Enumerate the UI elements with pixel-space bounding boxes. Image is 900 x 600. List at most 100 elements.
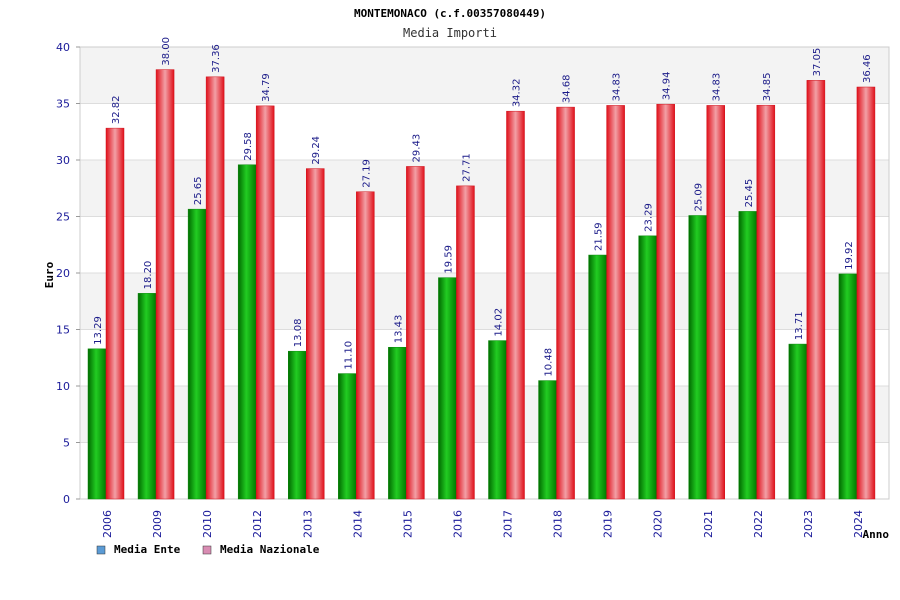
bar-labels: 13.29 32.82 18.20 38.00 25.65 37.36 29.58 34.79… bbox=[93, 37, 873, 377]
x-tick-label-2020: 2020 bbox=[652, 510, 665, 538]
y-tick-label: 20 bbox=[56, 267, 70, 280]
x-tick-label-2024: 2024 bbox=[852, 510, 865, 538]
bar-media-nazionale-2009 bbox=[155, 69, 175, 500]
x-tick-label-2022: 2022 bbox=[752, 510, 765, 538]
bar-media-ente-2022 bbox=[738, 211, 758, 500]
chart-subtitle: Media Importi bbox=[403, 26, 497, 40]
chart-title: MONTEMONACO (c.f.00357080449) bbox=[354, 7, 546, 20]
bar-media-ente-2010 bbox=[187, 208, 207, 500]
y-tick-label: 35 bbox=[56, 98, 70, 111]
bar-label-media-nazionale-2015: 29.43 bbox=[411, 134, 422, 163]
bar-media-ente-2015 bbox=[388, 346, 407, 500]
bar-media-ente-2021 bbox=[688, 215, 707, 500]
bar-label-media-ente-2022: 25.45 bbox=[744, 179, 755, 208]
bar-label-media-nazionale-2024: 36.46 bbox=[862, 54, 873, 83]
bar-media-nazionale-2018 bbox=[556, 106, 575, 500]
legend: Media Ente Media Nazionale bbox=[96, 543, 320, 556]
bar-label-media-nazionale-2019: 34.83 bbox=[612, 73, 623, 102]
bar-label-media-nazionale-2022: 34.85 bbox=[762, 73, 773, 102]
bar-label-media-ente-2009: 18.20 bbox=[143, 261, 154, 290]
bar-media-nazionale-2021 bbox=[706, 105, 725, 500]
x-tick-label-2006: 2006 bbox=[101, 510, 114, 538]
x-tick-label-2019: 2019 bbox=[602, 510, 615, 538]
bar-media-ente-2024 bbox=[838, 273, 858, 500]
bar-label-media-nazionale-2023: 37.05 bbox=[812, 48, 823, 77]
bar-media-ente-2020 bbox=[638, 235, 657, 500]
bar-label-media-ente-2018: 10.48 bbox=[544, 348, 555, 377]
bar-label-media-nazionale-2016: 27.71 bbox=[461, 153, 472, 182]
bar-label-media-ente-2023: 13.71 bbox=[794, 311, 805, 340]
bar-media-ente-2023 bbox=[788, 343, 808, 500]
x-tick-label-2023: 2023 bbox=[802, 510, 815, 538]
bar-media-nazionale-2014 bbox=[356, 191, 375, 500]
bar-label-media-ente-2006: 13.29 bbox=[93, 316, 104, 345]
bar-label-media-ente-2012: 29.58 bbox=[243, 132, 254, 161]
bars bbox=[87, 69, 876, 500]
bar-label-media-ente-2021: 25.09 bbox=[694, 183, 705, 212]
bar-label-media-nazionale-2013: 29.24 bbox=[311, 136, 322, 165]
x-tick-label-2009: 2009 bbox=[151, 510, 164, 538]
y-tick-label: 30 bbox=[56, 154, 70, 167]
x-tick-label-2013: 2013 bbox=[301, 510, 314, 538]
bar-media-nazionale-2016 bbox=[456, 185, 475, 500]
bar-label-media-nazionale-2006: 32.82 bbox=[111, 95, 122, 124]
bar-label-media-ente-2017: 14.02 bbox=[494, 308, 505, 337]
y-tick-label: 25 bbox=[56, 211, 70, 224]
y-tick-label: 15 bbox=[56, 324, 70, 337]
bar-media-ente-2009 bbox=[137, 293, 157, 500]
y-tick-label: 0 bbox=[63, 493, 70, 506]
x-tick-label-2016: 2016 bbox=[451, 510, 464, 538]
legend-swatch-media-ente bbox=[96, 545, 106, 555]
x-tick-label-2021: 2021 bbox=[702, 510, 715, 538]
bar-media-ente-2006 bbox=[87, 348, 107, 500]
y-axis-label: Euro bbox=[43, 261, 56, 288]
bar-label-media-ente-2020: 23.29 bbox=[644, 203, 655, 232]
x-tick-label-2018: 2018 bbox=[552, 510, 565, 538]
bar-media-nazionale-2006 bbox=[105, 127, 125, 500]
x-axis-ticks: 2006 2009 2010 2012 2013 2014 2015 2016 2017 2018… bbox=[101, 510, 865, 538]
bar-label-media-ente-2019: 21.59 bbox=[594, 222, 605, 251]
y-axis-ticks: 0 5 10 15 20 25 30 35 40 bbox=[56, 41, 80, 506]
bar-media-ente-2016 bbox=[438, 277, 457, 500]
x-tick-label-2010: 2010 bbox=[201, 510, 214, 538]
bar-label-media-ente-2015: 13.43 bbox=[393, 315, 404, 344]
bar-label-media-nazionale-2012: 34.79 bbox=[261, 73, 272, 102]
bar-media-nazionale-2017 bbox=[506, 110, 525, 500]
bar-media-ente-2014 bbox=[338, 373, 357, 500]
bar-label-media-nazionale-2009: 38.00 bbox=[161, 37, 172, 66]
bar-label-media-ente-2014: 11.10 bbox=[343, 341, 354, 370]
y-tick-label: 5 bbox=[63, 437, 70, 450]
legend-label-media-nazionale: Media Nazionale bbox=[220, 543, 320, 556]
bar-label-media-nazionale-2010: 37.36 bbox=[211, 44, 222, 73]
bar-label-media-ente-2013: 13.08 bbox=[293, 319, 304, 348]
bar-media-ente-2019 bbox=[588, 254, 607, 500]
bar-media-nazionale-2012 bbox=[255, 105, 275, 500]
x-tick-label-2017: 2017 bbox=[502, 510, 515, 538]
bar-label-media-nazionale-2014: 27.19 bbox=[361, 159, 372, 188]
legend-label-media-ente: Media Ente bbox=[114, 543, 181, 556]
bar-media-ente-2012 bbox=[237, 164, 257, 500]
bar-label-media-ente-2010: 25.65 bbox=[193, 177, 204, 206]
x-tick-label-2014: 2014 bbox=[351, 510, 364, 538]
legend-swatch-media-nazionale bbox=[202, 545, 212, 555]
x-tick-label-2015: 2015 bbox=[401, 510, 414, 538]
bar-label-media-nazionale-2021: 34.83 bbox=[712, 73, 723, 102]
bar-label-media-ente-2024: 19.92 bbox=[844, 241, 855, 270]
bar-media-nazionale-2022 bbox=[756, 104, 776, 500]
bar-media-nazionale-2019 bbox=[606, 105, 625, 500]
bar-media-nazionale-2013 bbox=[306, 168, 325, 500]
bar-media-ente-2013 bbox=[288, 350, 307, 500]
bar-media-nazionale-2010 bbox=[205, 76, 225, 500]
bar-media-ente-2018 bbox=[538, 380, 557, 500]
bar-media-nazionale-2023 bbox=[806, 80, 826, 500]
bar-label-media-nazionale-2020: 34.94 bbox=[662, 72, 673, 101]
bar-media-nazionale-2024 bbox=[856, 86, 876, 500]
bar-media-ente-2017 bbox=[488, 340, 507, 500]
bar-label-media-nazionale-2018: 34.68 bbox=[562, 74, 573, 103]
x-axis-label: Anno bbox=[863, 528, 890, 541]
bar-media-nazionale-2020 bbox=[656, 103, 675, 500]
bar-label-media-ente-2016: 19.59 bbox=[443, 245, 454, 274]
y-tick-label: 40 bbox=[56, 41, 70, 54]
x-tick-label-2012: 2012 bbox=[251, 510, 264, 538]
